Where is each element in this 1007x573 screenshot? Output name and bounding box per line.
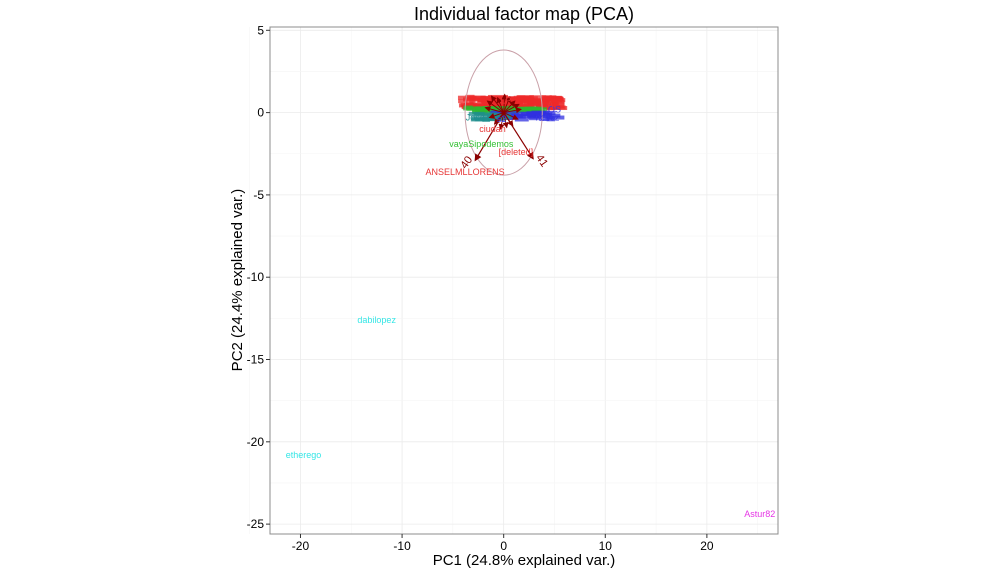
overplotted-label-mark xyxy=(490,110,504,115)
overplotted-label-mark xyxy=(549,95,557,100)
overplotted-label-mark xyxy=(516,111,537,116)
overplotted-label-mark xyxy=(526,112,533,117)
point-label: vayaSipodemos xyxy=(449,139,514,149)
point-label: dabilopez xyxy=(357,315,396,325)
correlation-circle xyxy=(464,49,543,176)
loading-arrow xyxy=(498,112,505,131)
correlation-circle-outline xyxy=(464,49,543,176)
overplotted-label-mark xyxy=(528,98,541,103)
y-tick-label: -5 xyxy=(253,188,264,202)
point-label: OS xyxy=(548,104,561,114)
loading-arrow xyxy=(484,106,504,114)
point-label: Jose xyxy=(466,113,485,123)
overplotted-label-mark xyxy=(458,99,468,104)
overplotted-label-mark xyxy=(510,101,524,106)
point-label: nchez xyxy=(535,113,560,123)
overplotted-label-mark xyxy=(491,101,505,106)
overplotted-label-mark xyxy=(468,95,486,100)
y-tick-label: -15 xyxy=(247,353,265,367)
overplotted-label-mark xyxy=(480,96,500,101)
point-label: ciudan xyxy=(479,124,506,134)
overplotted-label-mark xyxy=(471,116,483,121)
overplotted-label-mark xyxy=(469,99,476,104)
y-tick-label: -10 xyxy=(247,270,265,284)
overplotted-label-mark xyxy=(529,116,539,121)
x-tick-label: -10 xyxy=(393,539,411,553)
x-tick-label: -20 xyxy=(292,539,310,553)
overplotted-label-mark xyxy=(535,112,551,117)
loading-arrow-label: 41 xyxy=(533,153,550,170)
overplotted-label-mark xyxy=(468,111,485,116)
loading-arrow xyxy=(490,95,505,113)
loading-arrow xyxy=(486,100,504,114)
point-label: A xyxy=(547,99,553,109)
overplotted-label-mark xyxy=(482,114,489,119)
overplotted-label-mark xyxy=(519,113,532,118)
loading-arrow xyxy=(488,112,504,119)
y-tick-label: 5 xyxy=(257,23,264,37)
loading-arrow xyxy=(502,112,509,129)
y-tick-label: 0 xyxy=(257,106,264,120)
point-labels: dabilopez etherego Astur82 ANSELMLLORENS vay… xyxy=(286,95,775,519)
loading-arrow xyxy=(503,107,522,114)
overplotted-label-mark xyxy=(531,111,538,116)
x-axis-label: PC1 (24.8% explained var.) xyxy=(433,552,616,569)
loading-arrow-label: 40 xyxy=(458,154,475,171)
overplotted-label-mark xyxy=(517,103,532,108)
point-label: s2 xyxy=(497,114,507,124)
loading-arrow xyxy=(503,100,516,113)
point-label: ANSELMLLORENS xyxy=(426,167,505,177)
tick-labels: -20 -10 0 10 20 5 0 -5 -10 -15 -20 -25 xyxy=(247,23,714,553)
y-tick-label: -20 xyxy=(247,435,265,449)
point-label: Astur82 xyxy=(744,509,775,519)
loading-arrows: 40 41 xyxy=(458,93,550,171)
overplotted-label-mark xyxy=(498,110,518,115)
overplotted-label-mark xyxy=(457,95,469,100)
overplotted-label-mark xyxy=(545,113,561,118)
overplotted-label-mark xyxy=(482,117,491,122)
loading-arrow-41 xyxy=(503,112,534,160)
overplotted-label-mark xyxy=(541,95,552,100)
point-label: LP xyxy=(500,95,511,105)
point-label: etherego xyxy=(286,450,322,460)
x-tick-label: 0 xyxy=(500,539,507,553)
plot-frame xyxy=(269,26,779,535)
overplotted-label-mark xyxy=(539,117,550,122)
loading-arrow xyxy=(496,96,505,113)
y-axis-label: PC2 (24.4% explained var.) xyxy=(229,189,246,372)
point-label: [deleted] xyxy=(499,147,534,157)
overplotted-label-mark xyxy=(529,107,537,112)
loading-arrow xyxy=(503,103,520,114)
loading-arrow xyxy=(501,93,508,113)
overplotted-label-mark xyxy=(546,117,556,122)
x-tick-label: 20 xyxy=(700,539,714,553)
overplotted-label-mark xyxy=(463,105,473,110)
x-tick-label: 10 xyxy=(599,539,613,553)
overplotted-label-mark xyxy=(535,104,543,109)
overplotted-label-mark xyxy=(529,95,547,100)
overplotted-label-mark xyxy=(535,105,555,110)
overplotted-label-mark xyxy=(514,117,529,122)
overplotted-label-mark xyxy=(527,104,536,109)
loading-arrow xyxy=(503,112,519,120)
chart-title: Individual factor map (PCA) xyxy=(414,4,634,24)
y-tick-label: -25 xyxy=(247,517,265,531)
overplotted-label-mark xyxy=(486,106,506,111)
loading-arrow-40 xyxy=(474,112,505,162)
overplotted-label-mark xyxy=(518,108,528,113)
overplotted-label-mark xyxy=(507,98,519,103)
overplotted-label-mark xyxy=(517,95,534,100)
overplotted-label-mark xyxy=(550,98,566,103)
loading-arrow xyxy=(503,96,511,113)
